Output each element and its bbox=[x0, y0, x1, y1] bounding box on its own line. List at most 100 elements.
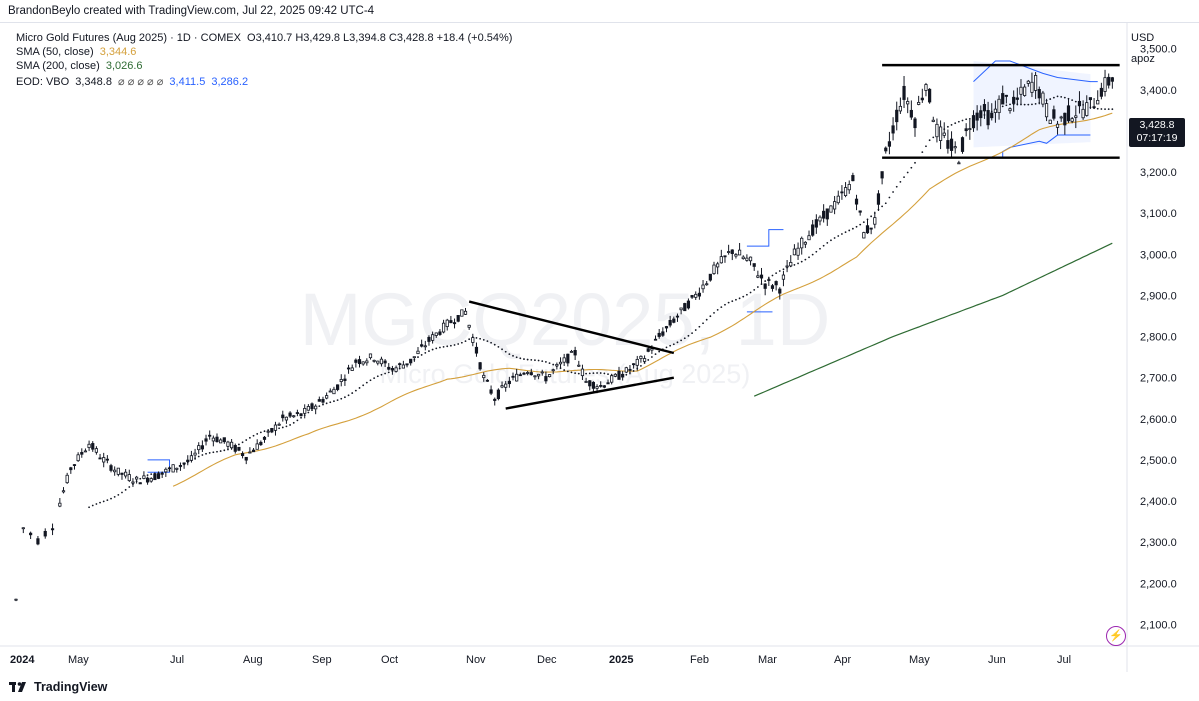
candle-body bbox=[712, 264, 716, 274]
candle bbox=[1015, 87, 1019, 106]
candle-body bbox=[675, 315, 680, 318]
candle-body bbox=[29, 532, 33, 536]
candle bbox=[1023, 84, 1027, 97]
vbo-dot bbox=[216, 450, 218, 453]
vbo-dot bbox=[219, 450, 222, 452]
candle-body bbox=[281, 414, 285, 419]
candle-body bbox=[1070, 118, 1074, 122]
candle-body bbox=[1085, 102, 1089, 116]
candle-body bbox=[697, 292, 701, 297]
candle bbox=[1041, 90, 1045, 108]
candle-body bbox=[219, 439, 223, 444]
candle-body bbox=[299, 413, 303, 417]
candle bbox=[624, 366, 628, 374]
vbo-dot bbox=[537, 359, 540, 362]
candle-body bbox=[460, 309, 464, 317]
vbo-dot bbox=[369, 379, 372, 382]
candle-body bbox=[781, 274, 786, 280]
candle-body bbox=[737, 249, 742, 256]
candle bbox=[343, 374, 347, 386]
tv-logo-icon bbox=[9, 681, 26, 692]
candle bbox=[836, 190, 840, 205]
vbo-dot bbox=[351, 392, 354, 394]
vbo-dot bbox=[1111, 108, 1114, 111]
candle bbox=[441, 319, 446, 334]
candle bbox=[29, 531, 33, 540]
candle-body bbox=[1063, 112, 1067, 126]
trendline bbox=[468, 300, 675, 355]
candle-body bbox=[610, 375, 614, 383]
candle-body bbox=[401, 364, 405, 369]
candle-body bbox=[1107, 76, 1111, 86]
candle-body bbox=[909, 109, 913, 118]
vbo-dot bbox=[347, 394, 350, 397]
candle-body bbox=[482, 374, 486, 379]
candle-body bbox=[628, 368, 632, 371]
legend-eod-vbo[interactable]: EOD: VBO 3,348.8 ⌀ ⌀ ⌀ ⌀ ⌀ 3,411.5 3,286… bbox=[16, 75, 251, 88]
candle bbox=[515, 368, 519, 382]
candle-body bbox=[661, 331, 665, 336]
vbo-dot bbox=[300, 416, 302, 419]
vbo-dot bbox=[870, 215, 873, 218]
candle bbox=[1099, 82, 1103, 100]
candle-body bbox=[240, 453, 245, 457]
candle bbox=[237, 446, 241, 452]
candle-body bbox=[398, 363, 402, 366]
vbo-dot bbox=[523, 358, 525, 360]
vbo-dot bbox=[1100, 108, 1103, 110]
candle bbox=[94, 446, 98, 455]
candle bbox=[858, 210, 862, 216]
candle-body bbox=[935, 123, 939, 138]
candle-body bbox=[142, 475, 146, 479]
candle-body bbox=[635, 358, 639, 366]
candle-body bbox=[588, 380, 592, 387]
currency-label[interactable]: USD bbox=[1131, 32, 1155, 44]
candle-body bbox=[515, 373, 519, 382]
sma50-label: SMA (50, close) bbox=[16, 46, 94, 58]
y-tick-label: 2,600.0 bbox=[1140, 414, 1177, 426]
candle bbox=[752, 263, 756, 271]
vbo-dot bbox=[577, 372, 580, 375]
vbo-dot bbox=[727, 301, 730, 304]
vbo-dot bbox=[607, 373, 609, 376]
candle bbox=[438, 329, 442, 336]
candle bbox=[284, 416, 289, 424]
candle bbox=[142, 471, 146, 480]
candle bbox=[767, 276, 771, 286]
candle-body bbox=[522, 372, 526, 375]
vbo-dot bbox=[851, 227, 854, 230]
candle bbox=[975, 105, 979, 131]
vbo-dot bbox=[541, 360, 544, 362]
vbo-dot bbox=[512, 354, 514, 357]
legend-sma200[interactable]: SMA (200, close) 3,026.6 bbox=[16, 60, 146, 72]
candle bbox=[226, 440, 230, 451]
vbo-dot bbox=[325, 402, 328, 405]
vbo-dot bbox=[1056, 95, 1059, 98]
candle bbox=[295, 409, 299, 417]
candle bbox=[50, 523, 55, 536]
vbo-dot bbox=[256, 433, 259, 435]
legend-sma50[interactable]: SMA (50, close) 3,344.6 bbox=[16, 46, 139, 58]
vbo-dot bbox=[756, 286, 759, 288]
bolt-icon[interactable]: ⚡ bbox=[1106, 626, 1126, 646]
vbo-dot bbox=[457, 343, 460, 345]
candle bbox=[200, 440, 204, 452]
candle-body bbox=[61, 490, 66, 493]
sma50-value: 3,344.6 bbox=[99, 46, 137, 58]
candle-body bbox=[1034, 75, 1038, 91]
candle bbox=[394, 365, 398, 373]
vbo-dot bbox=[859, 223, 862, 226]
vbo-dot bbox=[358, 387, 361, 389]
candle bbox=[87, 440, 91, 452]
vbo-dot bbox=[745, 293, 748, 296]
candle-body bbox=[262, 436, 267, 440]
candle-body bbox=[186, 459, 190, 462]
candle bbox=[189, 450, 194, 463]
vbo-dot bbox=[515, 356, 518, 359]
legend-symbol[interactable]: Micro Gold Futures (Aug 2025) · 1D · COM… bbox=[16, 32, 241, 44]
candle bbox=[898, 97, 902, 114]
vbo-dot bbox=[482, 338, 485, 341]
candle-body bbox=[259, 441, 263, 446]
candle bbox=[606, 379, 610, 385]
